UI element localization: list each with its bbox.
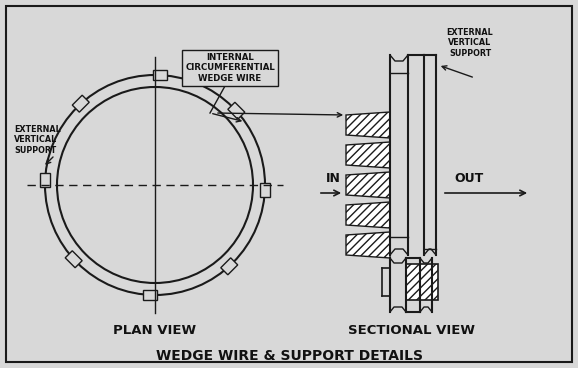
Polygon shape — [228, 102, 245, 119]
Polygon shape — [346, 172, 390, 198]
Polygon shape — [72, 95, 89, 112]
Text: SECTIONAL VIEW: SECTIONAL VIEW — [349, 323, 476, 336]
Polygon shape — [65, 251, 82, 268]
Text: WEDGE WIRE & SUPPORT DETAILS: WEDGE WIRE & SUPPORT DETAILS — [155, 349, 423, 363]
Text: EXTERNAL
VERTICAL
SUPPORT: EXTERNAL VERTICAL SUPPORT — [447, 28, 494, 58]
Text: INTERNAL
CIRCUMFERENTIAL
WEDGE WIRE: INTERNAL CIRCUMFERENTIAL WEDGE WIRE — [185, 53, 275, 83]
Polygon shape — [40, 173, 50, 187]
Polygon shape — [346, 142, 390, 168]
Polygon shape — [221, 258, 238, 275]
Text: PLAN VIEW: PLAN VIEW — [113, 323, 197, 336]
Polygon shape — [260, 183, 270, 197]
Text: IN: IN — [326, 173, 341, 185]
Polygon shape — [143, 290, 157, 300]
Text: OUT: OUT — [454, 173, 483, 185]
Polygon shape — [346, 202, 390, 228]
Polygon shape — [346, 232, 390, 258]
Polygon shape — [346, 112, 390, 138]
Bar — [406, 264, 438, 300]
Text: EXTERNAL
VERTICAL
SUPPORT: EXTERNAL VERTICAL SUPPORT — [14, 125, 61, 155]
Polygon shape — [153, 70, 167, 80]
